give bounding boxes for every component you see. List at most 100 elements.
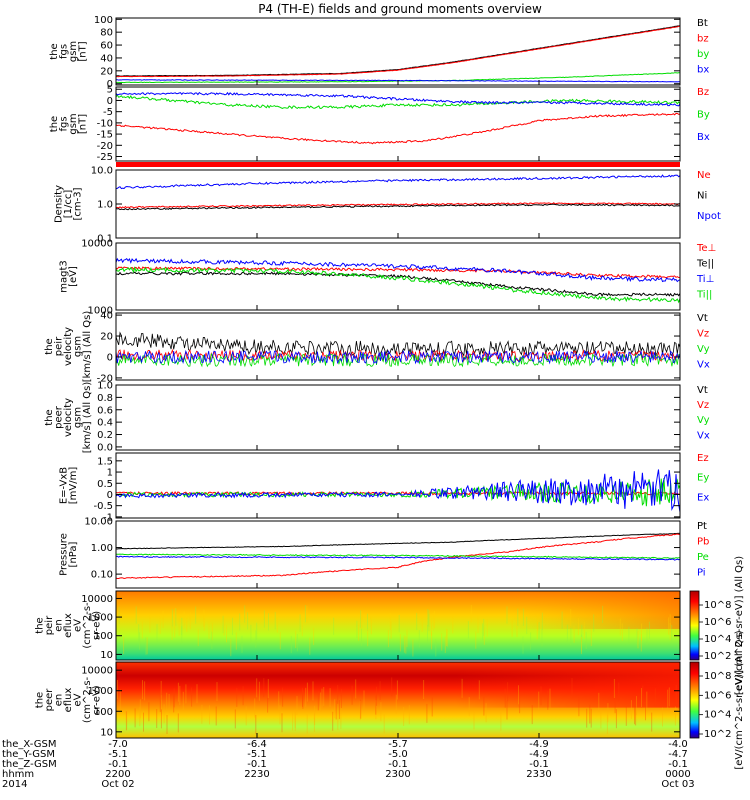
y-tick-label: 0.10 [91, 570, 113, 581]
spectrogram-streak [589, 704, 591, 724]
y-axis-label: gsm [68, 41, 79, 62]
spectrogram-streak [526, 616, 528, 635]
colorbar-tick-label: 10^2 [704, 729, 731, 740]
spectrogram-streak [268, 613, 269, 631]
y-tick-label: 100 [94, 707, 113, 718]
spectrogram-streak [598, 692, 600, 712]
panel-temperature: Te⊥ Te|| Ti⊥ Ti|| 1000 10000 magt3[eV] [58, 239, 716, 317]
series-line-By [115, 94, 681, 110]
spectrogram-streak [662, 707, 663, 727]
spectrogram-streak [395, 694, 397, 714]
y-tick-label: -0.5 [93, 501, 113, 512]
spectrogram-streak [646, 627, 648, 645]
spectrogram-streak [143, 712, 144, 732]
spectrogram-streak [141, 621, 143, 639]
spectrogram-streak [239, 613, 241, 631]
spectrogram-streak [648, 621, 650, 639]
spectrogram-streak [517, 608, 519, 626]
spectrogram-streak [255, 630, 257, 648]
spectrogram-streak [482, 623, 484, 641]
legend-entry: Ti|| [696, 290, 712, 301]
series-line-Vy [115, 352, 681, 368]
y-tick-label: 10000 [81, 594, 113, 605]
x-row-value: -7.0 [108, 739, 128, 750]
spectrogram-streak [602, 605, 604, 624]
spectrogram-streak [267, 679, 269, 699]
spectrogram-streak [428, 613, 430, 632]
spectrogram-streak [467, 621, 469, 639]
y-axis-label: Density [54, 185, 65, 223]
y-tick-label: -1 [103, 512, 113, 523]
spectrogram-streak [171, 609, 173, 627]
y-tick-label: 20 [100, 332, 113, 343]
spectrogram-streak [600, 709, 602, 729]
spectrogram-streak [203, 609, 205, 627]
y-tick-label: 20 [100, 66, 113, 77]
spectrogram-streak [279, 705, 281, 725]
colorbar [689, 661, 700, 739]
spectrogram-streak [125, 711, 127, 731]
x-axis-ephemeris: the_X-GSM -7.0 -6.4 -5.7 -4.9 -4.0 the_Y-GSM -5… [2, 739, 695, 790]
spectrogram-streak [306, 714, 308, 734]
panel-density: Ne Ni Npot 0.1 1.0 10.0 Density[1/cc][cm-3] [54, 166, 721, 245]
spectrogram-streak [390, 621, 392, 639]
spectrogram-streak [340, 688, 342, 708]
spectrogram-streak [139, 707, 141, 727]
x-row-value: 2200 [105, 769, 130, 780]
spectrogram-streak [483, 627, 485, 645]
spectrogram-streak [518, 685, 519, 705]
spectrogram-streak [189, 612, 191, 630]
spectrogram-streak [428, 610, 430, 628]
spectrogram-streak [183, 611, 185, 629]
y-tick-label: -10 [97, 118, 113, 129]
spectrogram-streak [566, 624, 568, 642]
series-line-Te|| [116, 271, 681, 297]
spectrogram-streak [625, 706, 627, 726]
spectrogram-streak [139, 699, 141, 719]
series-line-Ni [115, 203, 681, 211]
y-axis-label: peir [54, 336, 65, 356]
spectrogram-streak [618, 682, 620, 702]
series-line-Vt [115, 331, 681, 358]
spectrogram-streak [242, 686, 244, 706]
chart-title: P4 (TH-E) fields and ground moments over… [258, 2, 542, 16]
x-row-value: -4.0 [668, 739, 688, 750]
colorbar-label: [eV/(cm^2-s-sr-eV)] (All Qs) [734, 556, 745, 695]
y-axis-label: the [44, 338, 55, 354]
spectrogram-streak [305, 687, 307, 707]
y-axis-label: eV [73, 693, 84, 706]
spectrogram-streak [615, 709, 617, 729]
spectrogram-streak [174, 607, 176, 626]
spectrogram-streak [486, 619, 488, 637]
spectrogram-streak [376, 686, 377, 706]
spectrogram-streak [530, 632, 532, 650]
y-tick-label: -15 [97, 130, 113, 141]
y-axis-label: E=-VxB [58, 467, 69, 504]
y-tick-label: 0.0 [97, 442, 113, 453]
series-line-Ne [115, 202, 681, 209]
legend-entry: by [697, 49, 709, 60]
y-axis-label: en [54, 694, 65, 707]
series-line-Ti|| [115, 266, 681, 304]
spectrogram-streak [340, 709, 342, 729]
spectrogram-streak [412, 639, 414, 657]
x-row-value: Oct 02 [101, 779, 134, 790]
spectrogram-streak [511, 619, 513, 637]
x-row-value: -5.0 [388, 749, 408, 760]
legend-entry: Ez [697, 453, 709, 464]
y-axis-label: sr-eV) [92, 611, 103, 640]
series-line-Pt [115, 532, 681, 550]
spectrogram-streak [434, 610, 435, 629]
y-axis-label: the [35, 617, 46, 633]
spectrogram-streak [398, 614, 400, 633]
spectrogram-streak [301, 618, 303, 637]
spectrogram-streak [185, 684, 187, 704]
spectrogram-streak [320, 692, 322, 712]
y-tick-label: 0 [107, 352, 113, 363]
spectrogram-streak [396, 680, 398, 700]
y-axis-label: peir [44, 615, 55, 635]
legend-entry: Bx [697, 132, 710, 143]
panel-peer_velocity: Vt Vz Vy Vx 0.00.20.4 0.60.81.0 thepeervelocit… [44, 381, 710, 454]
spectrogram-streak [571, 678, 573, 698]
